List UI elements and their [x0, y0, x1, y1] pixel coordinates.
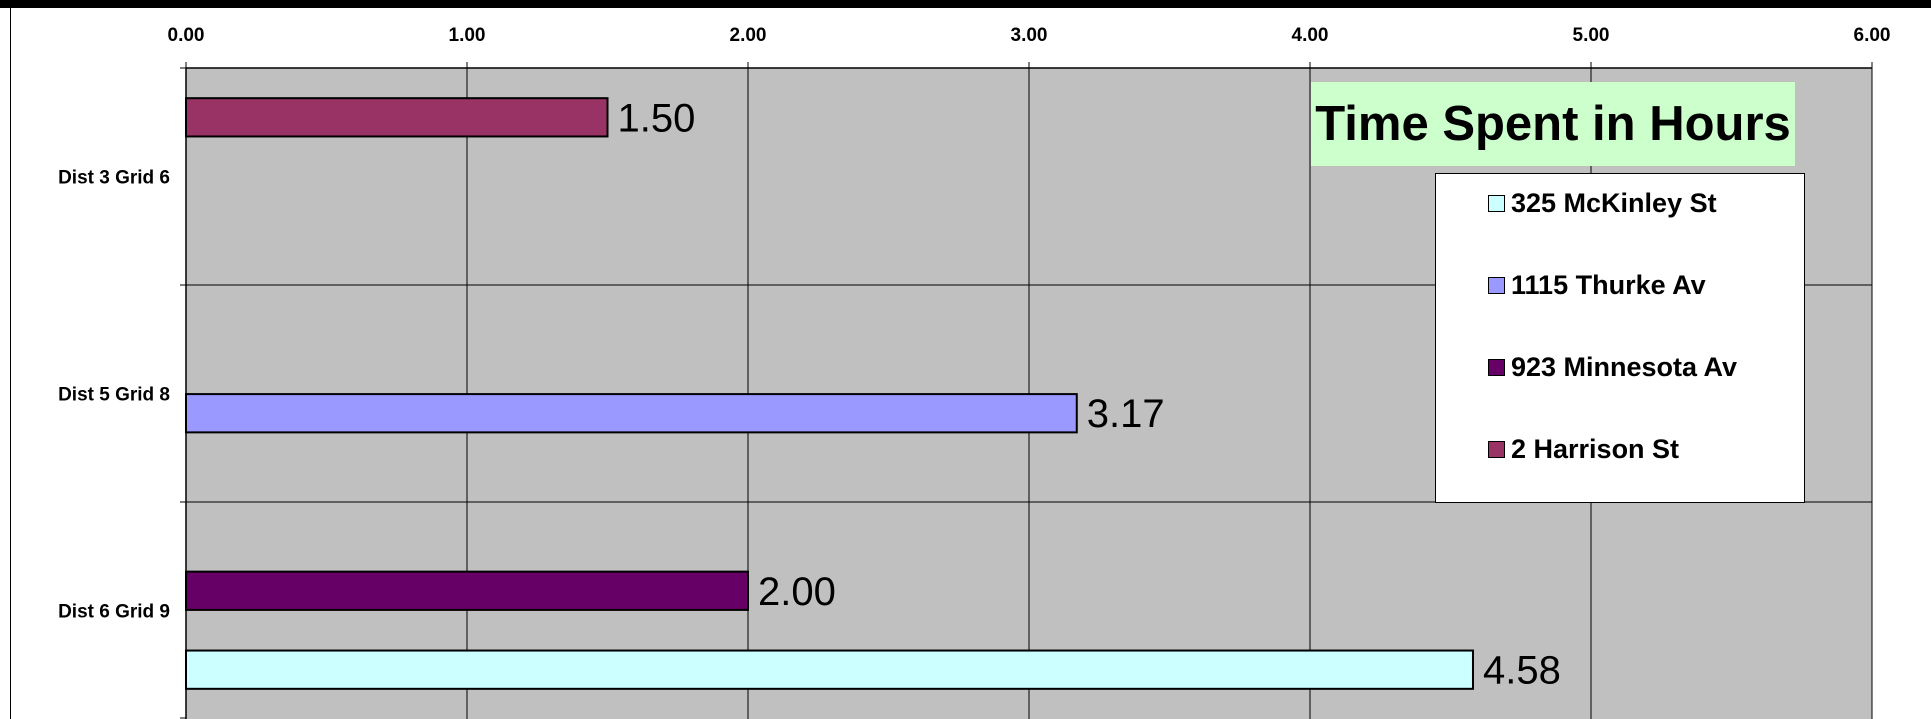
x-tick-label: 3.00	[1011, 25, 1048, 46]
x-tick-label: 0.00	[168, 25, 205, 46]
legend-swatch	[1488, 277, 1505, 294]
x-tick-label: 1.00	[449, 25, 486, 46]
bar	[186, 394, 1077, 432]
category-label: Dist 3 Grid 6	[58, 168, 170, 189]
legend-swatch	[1488, 195, 1505, 212]
legend-label: 2 Harrison St	[1511, 434, 1679, 465]
category-label: Dist 5 Grid 8	[58, 385, 170, 406]
legend: 325 McKinley St 1115 Thurke Av 923 Minneso…	[1435, 173, 1805, 503]
x-tick-label: 4.00	[1292, 25, 1329, 46]
chart-title: Time Spent in Hours	[1311, 82, 1795, 166]
bar	[186, 98, 608, 136]
category-label: Dist 6 Grid 9	[58, 602, 170, 623]
data-label: 4.58	[1483, 649, 1561, 693]
legend-label: 1115 Thurke Av	[1511, 270, 1706, 301]
legend-label: 923 Minnesota Av	[1511, 352, 1737, 383]
data-label: 2.00	[758, 570, 836, 614]
x-tick-label: 5.00	[1573, 25, 1610, 46]
bar	[186, 572, 748, 610]
legend-swatch	[1488, 441, 1505, 458]
legend-item: 2 Harrison St	[1488, 436, 1679, 462]
data-label: 3.17	[1087, 392, 1165, 436]
legend-swatch	[1488, 359, 1505, 376]
legend-item: 1115 Thurke Av	[1488, 272, 1706, 298]
legend-item: 923 Minnesota Av	[1488, 354, 1737, 380]
x-tick-label: 6.00	[1854, 25, 1891, 46]
bar	[186, 651, 1473, 689]
data-label: 1.50	[618, 96, 696, 140]
y-axis: Dist 3 Grid 6 Dist 5 Grid 8 Dist 6 Grid 9	[58, 168, 170, 623]
legend-label: 325 McKinley St	[1511, 188, 1717, 219]
legend-item: 325 McKinley St	[1488, 190, 1717, 216]
x-tick-label: 2.00	[730, 25, 767, 46]
